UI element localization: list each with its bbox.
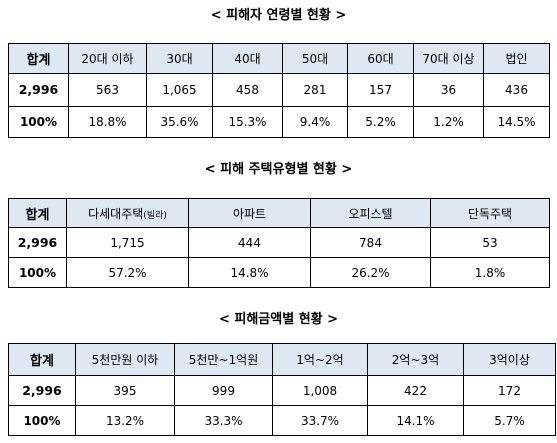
housing-percent-row: 100% 57.2% 14.8% 26.2% 1.8% xyxy=(8,257,550,288)
value-cell: 444 xyxy=(188,227,311,258)
value-cell: 1,715 xyxy=(66,227,189,258)
header-cell: 1억~2억 xyxy=(272,343,368,376)
percent-cell: 14.5% xyxy=(483,105,550,139)
header-cell: 오피스텔 xyxy=(310,198,431,228)
header-cell: 5천만원 이하 xyxy=(75,343,175,376)
row-total-count: 2,996 xyxy=(8,227,67,258)
percent-cell: 1.8% xyxy=(430,257,550,288)
header-cell-total: 합계 xyxy=(8,343,76,376)
percent-cell: 15.3% xyxy=(212,105,283,139)
age-table-title: < 피해자 연령별 현황 > xyxy=(210,8,347,23)
row-total-count: 2,996 xyxy=(8,375,76,406)
header-cell: 40대 xyxy=(212,42,283,75)
value-cell: 395 xyxy=(75,375,175,406)
percent-cell: 33.7% xyxy=(272,405,368,436)
header-cell: 법인 xyxy=(483,42,550,75)
value-cell: 999 xyxy=(174,375,273,406)
header-cell: 70대 이상 xyxy=(413,42,484,75)
amount-table: 합계 5천만원 이하 5천만~1억원 1억~2억 2억~3억 3억이상 2,99… xyxy=(8,343,556,436)
amount-percent-row: 100% 13.2% 33.3% 33.7% 14.1% 5.7% xyxy=(8,405,556,436)
value-cell: 1,008 xyxy=(272,375,368,406)
value-cell: 36 xyxy=(413,73,484,107)
row-total-percent: 100% xyxy=(8,105,69,139)
value-cell: 281 xyxy=(282,73,348,107)
header-cell: 3억이상 xyxy=(463,343,556,376)
header-cell: 2억~3억 xyxy=(367,343,464,376)
header-cell: 20대 이하 xyxy=(68,42,147,75)
age-count-row: 2,996 563 1,065 458 281 157 36 436 xyxy=(8,73,550,107)
value-cell: 784 xyxy=(310,227,431,258)
percent-cell: 5.7% xyxy=(463,405,556,436)
percent-cell: 1.2% xyxy=(413,105,484,139)
value-cell: 563 xyxy=(68,73,147,107)
value-cell: 53 xyxy=(430,227,550,258)
percent-cell: 33.3% xyxy=(174,405,273,436)
percent-cell: 13.2% xyxy=(75,405,175,436)
value-cell: 157 xyxy=(347,73,414,107)
header-cell: 다세대주택(빌라) xyxy=(66,198,189,228)
age-header-row: 합계 20대 이하 30대 40대 50대 60대 70대 이상 법인 xyxy=(8,42,550,75)
value-cell: 172 xyxy=(463,375,556,406)
housing-count-row: 2,996 1,715 444 784 53 xyxy=(8,227,550,258)
amount-header-row: 합계 5천만원 이하 5천만~1억원 1억~2억 2억~3억 3억이상 xyxy=(8,343,556,376)
percent-cell: 9.4% xyxy=(282,105,348,139)
header-cell: 5천만~1억원 xyxy=(174,343,273,376)
header-cell: 60대 xyxy=(347,42,414,75)
housing-table-title: < 피해 주택유형별 현황 > xyxy=(204,162,353,177)
header-cell-total: 합계 xyxy=(8,42,69,75)
housing-header-row: 합계 다세대주택(빌라) 아파트 오피스텔 단독주택 xyxy=(8,198,550,228)
header-cell: 50대 xyxy=(282,42,348,75)
value-cell: 436 xyxy=(483,73,550,107)
percent-cell: 18.8% xyxy=(68,105,147,139)
header-label: 다세대주택 xyxy=(88,206,144,221)
amount-table-title: < 피해금액별 현황 > xyxy=(218,312,339,327)
row-total-percent: 100% xyxy=(8,257,67,288)
header-cell-total: 합계 xyxy=(8,198,67,228)
percent-cell: 14.8% xyxy=(188,257,311,288)
age-table: 합계 20대 이하 30대 40대 50대 60대 70대 이상 법인 2,99… xyxy=(8,42,550,139)
row-total-percent: 100% xyxy=(8,405,76,436)
value-cell: 458 xyxy=(212,73,283,107)
housing-table: 합계 다세대주택(빌라) 아파트 오피스텔 단독주택 2,996 1,715 4… xyxy=(8,198,550,288)
amount-count-row: 2,996 395 999 1,008 422 172 xyxy=(8,375,556,406)
percent-cell: 26.2% xyxy=(310,257,431,288)
percent-cell: 14.1% xyxy=(367,405,464,436)
header-cell: 30대 xyxy=(146,42,213,75)
percent-cell: 5.2% xyxy=(347,105,414,139)
header-cell: 단독주택 xyxy=(430,198,550,228)
percent-cell: 35.6% xyxy=(146,105,213,139)
header-cell: 아파트 xyxy=(188,198,311,228)
value-cell: 1,065 xyxy=(146,73,213,107)
age-percent-row: 100% 18.8% 35.6% 15.3% 9.4% 5.2% 1.2% 14… xyxy=(8,105,550,139)
header-sublabel: (빌라) xyxy=(143,210,167,221)
value-cell: 422 xyxy=(367,375,464,406)
row-total-count: 2,996 xyxy=(8,73,69,107)
percent-cell: 57.2% xyxy=(66,257,189,288)
